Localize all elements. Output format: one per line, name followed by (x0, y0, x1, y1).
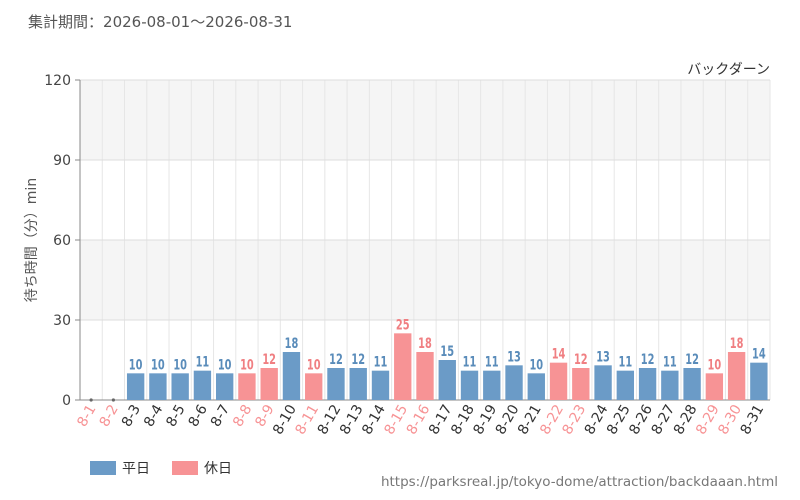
data-label: 18 (418, 335, 432, 352)
data-label: 10 (173, 356, 187, 373)
data-label: 18 (285, 335, 299, 352)
x-tick-label: 8-31 (738, 402, 768, 438)
data-label: 10 (307, 356, 321, 373)
x-tick-label: 8-7 (208, 402, 233, 430)
data-label: 14 (552, 345, 566, 362)
bar (215, 373, 234, 400)
bar (638, 368, 657, 400)
data-label: 14 (752, 345, 766, 362)
data-label: 11 (663, 353, 677, 370)
period-separator: ： (88, 13, 104, 31)
bar (460, 370, 479, 400)
bar (416, 352, 434, 400)
period-start: 2026-08-01 (103, 13, 191, 31)
bar (616, 370, 635, 400)
data-label: 15 (440, 343, 454, 360)
y-tick-labels: 0 30 60 90 120 (44, 73, 71, 409)
x-tick-label: 8-3 (119, 402, 144, 430)
bar (282, 352, 301, 400)
data-label: 12 (641, 351, 655, 368)
bar (594, 365, 612, 400)
legend-holiday-label: 休日 (204, 461, 232, 477)
period-range-separator: ～ (190, 13, 206, 31)
bar (305, 373, 323, 400)
legend-weekday: 平日 (90, 458, 150, 478)
bar (483, 370, 501, 400)
bar (349, 368, 367, 400)
y-tick-label: 0 (62, 393, 71, 409)
data-label: 12 (351, 351, 365, 368)
x-tick-label: 8-1 (74, 402, 99, 430)
bar (750, 362, 768, 400)
legend-holiday: 休日 (172, 458, 232, 478)
legend-weekday-swatch (90, 461, 116, 475)
legend-weekday-label: 平日 (122, 461, 150, 477)
y-tick-label: 120 (44, 73, 71, 89)
bar (193, 370, 212, 400)
plot-band (80, 160, 770, 240)
bar (126, 373, 145, 400)
y-tick-label: 30 (53, 313, 71, 329)
data-label: 12 (574, 351, 588, 368)
bar (727, 352, 746, 400)
bar (327, 368, 345, 400)
y-axis-label: 待ち時間（分）min (24, 178, 40, 302)
period-label: 集計期間：2026-08-01～2026-08-31 (28, 11, 292, 32)
legend: 平日 休日 (90, 458, 254, 478)
legend-holiday-swatch (172, 461, 198, 475)
data-label: 12 (329, 351, 343, 368)
bar (371, 370, 390, 400)
bar (238, 373, 256, 400)
y-tick-label: 90 (53, 153, 71, 169)
x-tick-labels: 8-18-28-38-48-58-68-78-88-98-108-118-128… (74, 402, 767, 438)
bar (505, 365, 523, 400)
x-tick-label: 8-5 (163, 402, 188, 430)
x-tick-label: 8-8 (230, 402, 255, 430)
bar (527, 373, 545, 400)
bar (661, 370, 679, 400)
bar (260, 368, 278, 400)
data-label: 11 (374, 353, 388, 370)
bar (394, 333, 412, 400)
data-label: 10 (218, 356, 232, 373)
bar (572, 368, 590, 400)
plot-band (80, 240, 770, 320)
bar (171, 373, 189, 400)
data-label: 25 (396, 316, 410, 333)
data-label: 10 (129, 356, 143, 373)
data-label: 11 (463, 353, 477, 370)
data-label: 11 (618, 353, 632, 370)
grid-lines (79, 79, 771, 401)
chart-title: バックダーン (687, 62, 770, 78)
x-tick-label: 8-2 (97, 402, 122, 430)
x-tick-label: 8-4 (141, 402, 166, 430)
data-label: 13 (596, 348, 610, 365)
data-label: 12 (262, 351, 276, 368)
bar (683, 368, 701, 400)
empty-point (89, 398, 93, 402)
source-url[interactable]: https://parksreal.jp/tokyo-dome/attracti… (380, 474, 778, 490)
period-title: 集計期間 (28, 13, 89, 31)
empty-point (111, 398, 115, 402)
x-tick-label: 8-6 (186, 402, 211, 430)
period-end: 2026-08-31 (205, 13, 293, 31)
bar (149, 373, 167, 400)
data-label: 11 (196, 353, 210, 370)
bar (549, 362, 568, 400)
data-label: 10 (708, 356, 722, 373)
data-labels: 10 10 10 11 10 10 12 18 10 12 12 11 25 18 15 11 11 13 10 14… (129, 316, 766, 373)
plot-band (80, 80, 770, 160)
data-label: 18 (730, 335, 744, 352)
bar (705, 373, 724, 400)
data-label: 12 (685, 351, 699, 368)
data-label: 13 (507, 348, 521, 365)
data-label: 10 (529, 356, 543, 373)
bars (89, 333, 768, 402)
data-label: 11 (485, 353, 499, 370)
data-label: 10 (240, 356, 254, 373)
y-tick-label: 60 (53, 233, 71, 249)
data-label: 10 (151, 356, 165, 373)
bar (438, 360, 456, 400)
